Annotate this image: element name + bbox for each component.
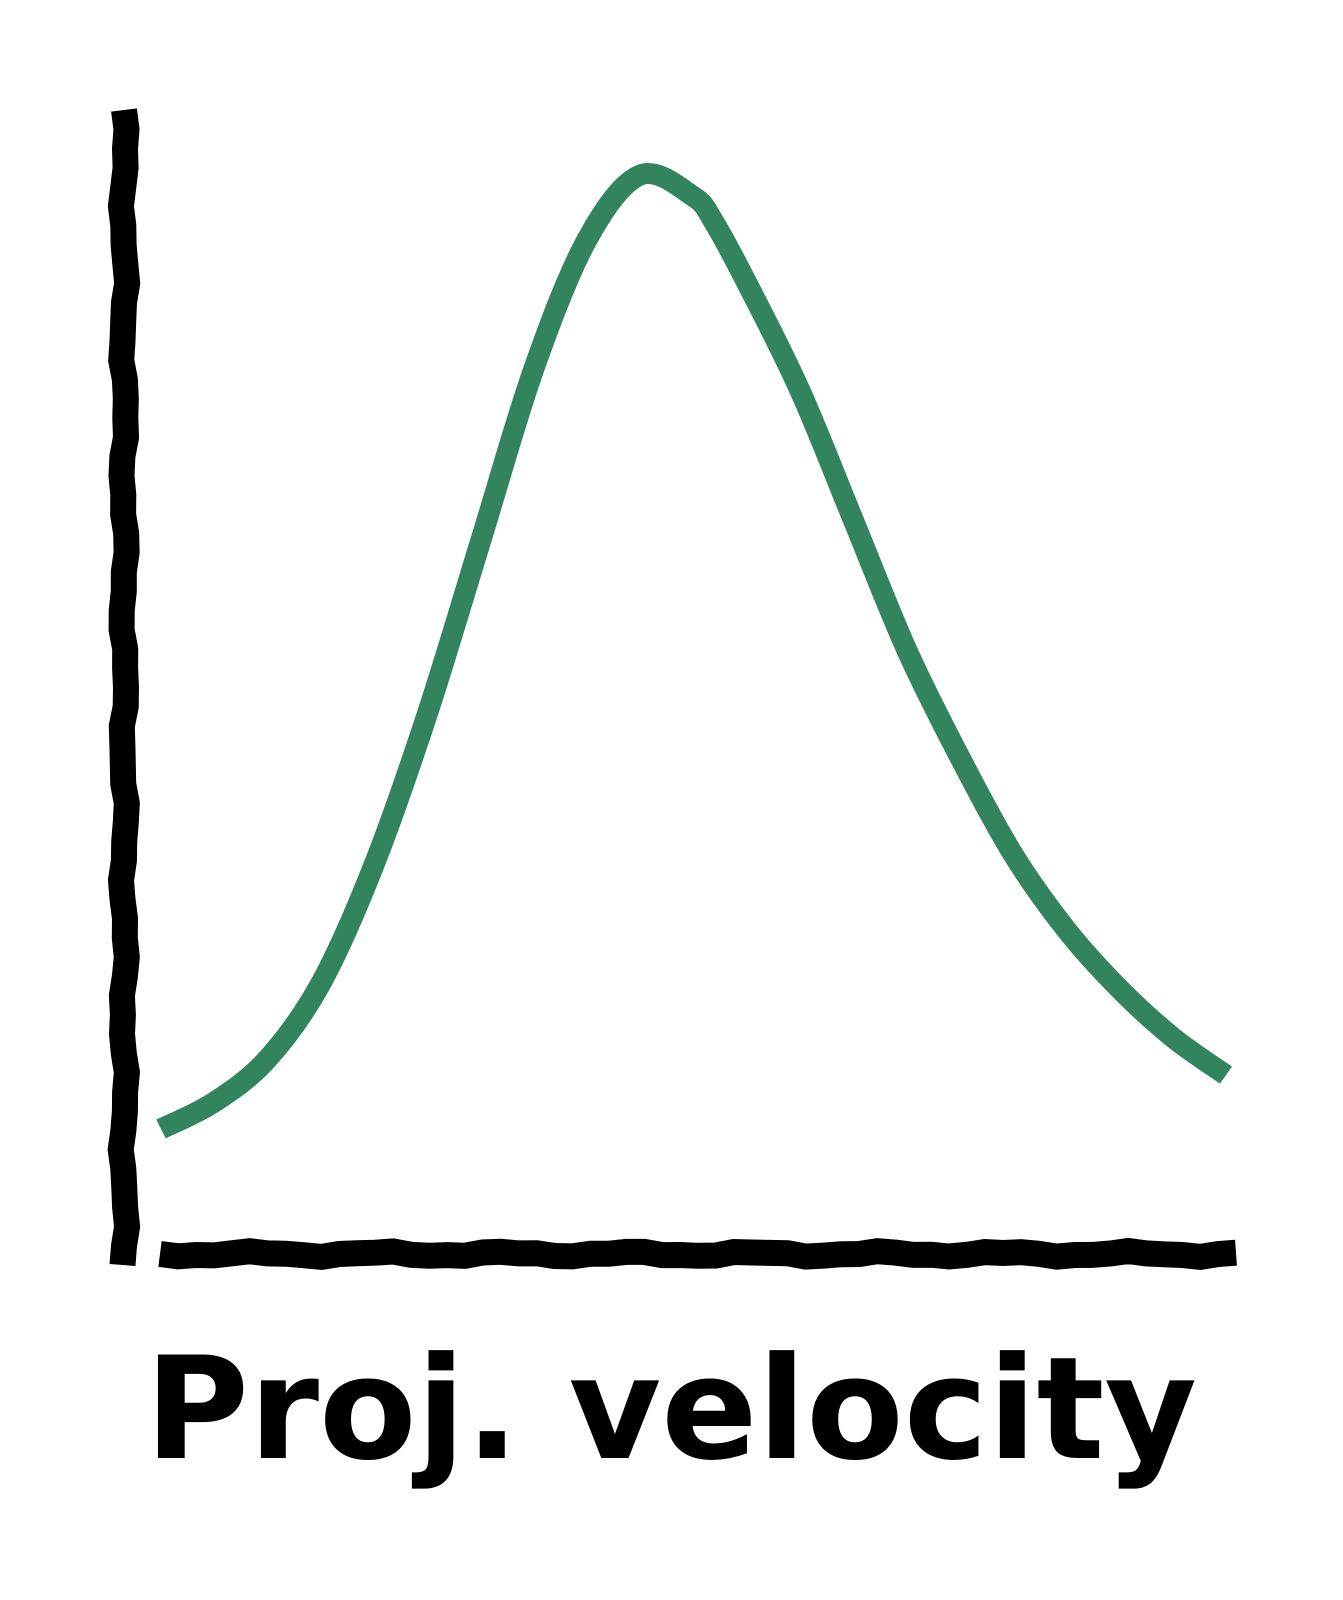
x-axis-label: Proj. velocity <box>145 1327 1197 1492</box>
x-axis-line <box>158 1237 1237 1271</box>
y-axis-line <box>107 108 141 1267</box>
series-layer <box>156 163 1233 1139</box>
series-line-0 <box>156 163 1233 1139</box>
axes <box>107 108 1237 1271</box>
